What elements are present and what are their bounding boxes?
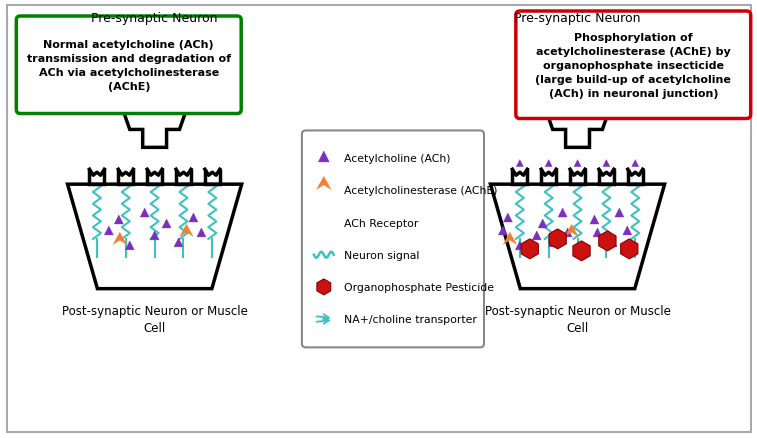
Polygon shape	[593, 229, 602, 237]
Polygon shape	[491, 185, 665, 289]
Text: Organophosphate Pesticide: Organophosphate Pesticide	[344, 282, 494, 292]
Polygon shape	[167, 67, 174, 74]
Polygon shape	[498, 226, 507, 235]
Polygon shape	[159, 60, 166, 68]
Polygon shape	[150, 231, 159, 240]
Polygon shape	[316, 177, 331, 190]
Polygon shape	[516, 160, 523, 167]
Polygon shape	[114, 233, 126, 245]
Polygon shape	[114, 215, 123, 224]
Polygon shape	[503, 233, 516, 245]
Polygon shape	[140, 208, 149, 218]
Text: Pre-synaptic Neuron: Pre-synaptic Neuron	[92, 12, 218, 25]
Bar	[517, 59, 530, 85]
Polygon shape	[548, 238, 557, 247]
Text: Phosphorylation of
acetylcholinesterase (AChE) by
organophosphate insecticide
(l: Phosphorylation of acetylcholinesterase …	[535, 33, 731, 99]
Polygon shape	[590, 215, 599, 224]
Polygon shape	[125, 241, 134, 250]
Text: Acetylcholinesterase (AChE): Acetylcholinesterase (AChE)	[344, 186, 497, 196]
Polygon shape	[590, 67, 597, 74]
Polygon shape	[180, 225, 193, 237]
Polygon shape	[518, 31, 637, 148]
Polygon shape	[95, 31, 214, 148]
Polygon shape	[146, 64, 153, 71]
Polygon shape	[67, 185, 241, 289]
Polygon shape	[516, 241, 525, 250]
Polygon shape	[189, 214, 198, 223]
Text: Neuron signal: Neuron signal	[344, 250, 419, 260]
Polygon shape	[573, 241, 590, 261]
Polygon shape	[319, 152, 329, 162]
Text: Post-synaptic Neuron or Muscle
Cell: Post-synaptic Neuron or Muscle Cell	[61, 304, 248, 334]
Polygon shape	[621, 239, 638, 259]
Polygon shape	[532, 231, 541, 240]
Polygon shape	[563, 229, 572, 237]
Polygon shape	[574, 160, 581, 167]
Text: ACh Receptor: ACh Receptor	[344, 218, 418, 228]
Polygon shape	[580, 74, 587, 81]
Polygon shape	[521, 239, 538, 259]
Polygon shape	[558, 208, 567, 218]
Polygon shape	[615, 208, 624, 218]
Text: Acetylcholine (ACh): Acetylcholine (ACh)	[344, 154, 450, 164]
FancyBboxPatch shape	[8, 6, 751, 432]
FancyBboxPatch shape	[17, 17, 241, 114]
Text: NA+/choline transporter: NA+/choline transporter	[344, 314, 477, 324]
Polygon shape	[549, 230, 566, 249]
FancyBboxPatch shape	[302, 131, 484, 348]
Ellipse shape	[138, 56, 182, 89]
Polygon shape	[599, 231, 616, 251]
Ellipse shape	[561, 56, 604, 89]
Polygon shape	[632, 160, 639, 167]
Polygon shape	[603, 160, 610, 167]
FancyBboxPatch shape	[516, 12, 751, 119]
Polygon shape	[174, 238, 183, 247]
Polygon shape	[569, 64, 575, 71]
Polygon shape	[503, 214, 512, 223]
Text: Pre-synaptic Neuron: Pre-synaptic Neuron	[514, 12, 640, 25]
Polygon shape	[623, 226, 632, 235]
Polygon shape	[582, 60, 589, 68]
Text: Normal acetylcholine (ACh)
transmission and degradation of
ACh via acetylcholine: Normal acetylcholine (ACh) transmission …	[26, 40, 231, 92]
Polygon shape	[538, 219, 547, 229]
Polygon shape	[317, 279, 331, 295]
Polygon shape	[157, 74, 164, 81]
Polygon shape	[578, 241, 587, 250]
Polygon shape	[565, 225, 578, 237]
Polygon shape	[197, 229, 206, 237]
Bar	[94, 59, 107, 85]
Polygon shape	[104, 226, 114, 235]
Polygon shape	[608, 238, 617, 247]
Polygon shape	[162, 219, 171, 229]
Text: Post-synaptic Neuron or Muscle
Cell: Post-synaptic Neuron or Muscle Cell	[484, 304, 671, 334]
Polygon shape	[545, 160, 552, 167]
